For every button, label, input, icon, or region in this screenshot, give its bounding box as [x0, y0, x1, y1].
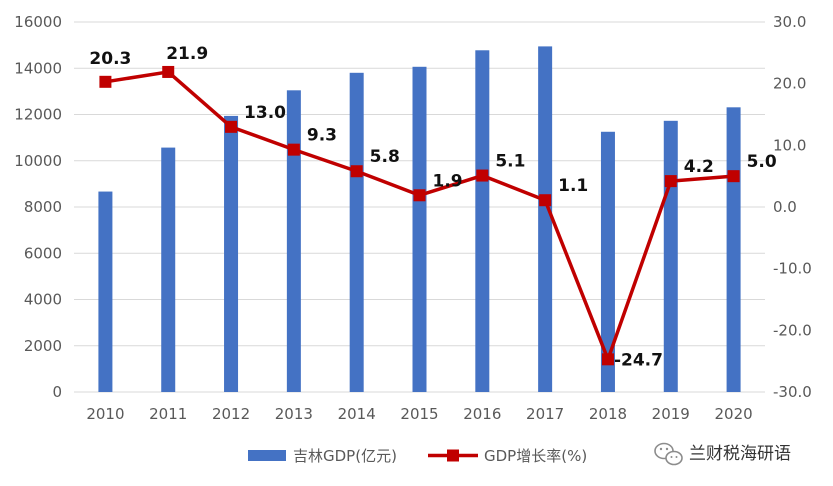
- left-tick-label: 14000: [14, 59, 62, 77]
- left-axis-ticks: 0 2000 4000 6000 8000 10000 12000 14000 16000: [14, 13, 62, 401]
- gdp-bar: [412, 66, 427, 392]
- growth-marker: [727, 170, 740, 183]
- growth-rate-markers: [99, 65, 740, 366]
- right-tick-label: 0.0: [773, 198, 797, 216]
- left-tick-label: 12000: [14, 106, 62, 124]
- gdp-bar: [349, 72, 364, 392]
- gdp-bar: [726, 107, 741, 392]
- growth-marker: [350, 165, 363, 178]
- right-tick-label: -20.0: [773, 321, 812, 339]
- legend-swatch-marker: [447, 449, 459, 462]
- left-tick-label: 10000: [14, 152, 62, 170]
- left-tick-label: 0: [52, 383, 62, 401]
- x-tick-label: 2020: [714, 405, 752, 423]
- growth-data-label: 20.3: [89, 49, 131, 69]
- x-tick-label: 2017: [526, 405, 564, 423]
- growth-marker: [601, 353, 614, 366]
- growth-rate-labels: 20.3 21.9 13.0 9.3 5.8 1.9 5.1 1.1 -24.7 4.2 5.0: [89, 44, 776, 370]
- right-tick-label: 20.0: [773, 75, 806, 93]
- growth-marker: [413, 189, 426, 202]
- gdp-bar: [600, 131, 615, 393]
- right-tick-label: 30.0: [773, 13, 806, 31]
- growth-marker: [664, 175, 677, 188]
- growth-data-label: 1.9: [433, 171, 463, 191]
- legend-label-gdp: 吉林GDP(亿元): [293, 447, 397, 465]
- growth-data-label: 4.2: [684, 157, 714, 177]
- watermark: 兰财税海研语: [654, 442, 791, 466]
- legend-swatch-bar: [248, 450, 286, 461]
- left-tick-label: 8000: [24, 198, 62, 216]
- gdp-bar: [161, 147, 176, 392]
- growth-data-label: -24.7: [614, 350, 663, 370]
- x-tick-label: 2016: [463, 405, 501, 423]
- gdp-bar: [663, 120, 678, 393]
- x-tick-label: 2014: [338, 405, 376, 423]
- gdp-bar: [286, 90, 301, 392]
- left-tick-label: 16000: [14, 13, 62, 31]
- gdp-bar: [538, 46, 553, 392]
- gdp-bar: [475, 50, 490, 393]
- growth-data-label: 1.1: [558, 176, 588, 196]
- growth-marker: [476, 169, 489, 182]
- x-tick-label: 2018: [589, 405, 627, 423]
- legend: 吉林GDP(亿元) GDP增长率(%): [248, 447, 587, 465]
- growth-data-label: 13.0: [244, 103, 286, 123]
- right-tick-label: -10.0: [773, 260, 812, 278]
- x-tick-label: 2010: [86, 405, 124, 423]
- x-tick-label: 2019: [652, 405, 690, 423]
- x-tick-label: 2011: [149, 405, 187, 423]
- wechat-icon: [654, 442, 683, 466]
- growth-data-label: 9.3: [307, 126, 337, 146]
- watermark-text: 兰财税海研语: [689, 444, 791, 464]
- growth-data-label: 5.8: [370, 147, 400, 167]
- x-axis-ticks: 2010 2011 2012 2013 2014 2015 2016 2017 2018 2019…: [86, 405, 752, 423]
- x-tick-label: 2012: [212, 405, 250, 423]
- gdp-bar: [224, 115, 239, 393]
- gdp-bars: [98, 46, 741, 393]
- left-tick-label: 4000: [24, 291, 62, 309]
- right-tick-label: -30.0: [773, 383, 812, 401]
- growth-marker: [287, 143, 300, 156]
- growth-marker: [162, 65, 175, 78]
- growth-data-label: 5.1: [495, 152, 525, 172]
- growth-marker: [225, 120, 238, 133]
- growth-marker: [539, 194, 552, 207]
- growth-data-label: 21.9: [166, 44, 208, 64]
- right-axis-ticks: -30.0 -20.0 -10.0 0.0 10.0 20.0 30.0: [773, 13, 812, 401]
- right-tick-label: 10.0: [773, 136, 806, 154]
- gdp-bar: [98, 191, 113, 392]
- growth-marker: [99, 75, 112, 88]
- legend-label-growth: GDP增长率(%): [484, 447, 587, 465]
- left-tick-label: 2000: [24, 337, 62, 355]
- x-tick-label: 2013: [275, 405, 313, 423]
- x-tick-label: 2015: [400, 405, 438, 423]
- left-tick-label: 6000: [24, 244, 62, 262]
- growth-data-label: 5.0: [747, 152, 777, 172]
